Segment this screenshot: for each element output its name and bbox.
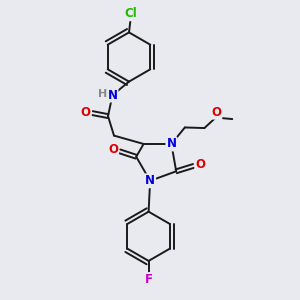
Text: O: O	[212, 106, 221, 119]
Text: O: O	[108, 143, 118, 156]
Text: N: N	[107, 88, 118, 102]
Text: Cl: Cl	[124, 7, 137, 20]
Text: O: O	[81, 106, 91, 119]
Text: N: N	[167, 137, 176, 151]
Text: N: N	[145, 174, 155, 187]
Text: H: H	[98, 88, 107, 99]
Text: F: F	[145, 273, 153, 286]
Text: O: O	[195, 158, 205, 171]
